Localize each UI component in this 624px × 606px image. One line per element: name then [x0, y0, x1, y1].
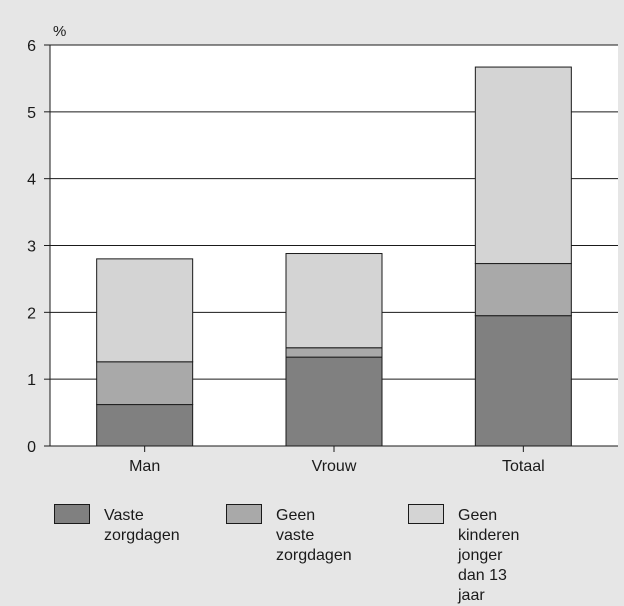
legend-label-geen-vaste-zorgdagen: Geen vaste zorgdagen [276, 507, 352, 564]
chart-area: 0 1 2 3 4 5 6 Man Vrouw Totaal % Vaste zorgdagen … [0, 23, 624, 604]
x-tick-label-totaal: Totaal [502, 458, 545, 475]
y-tick-label-2: 2 [27, 305, 36, 322]
bar-man-series-1 [96, 361, 194, 406]
legend-swatch-geen-kinderen [408, 504, 444, 524]
bars [96, 66, 572, 447]
legend: Vaste zorgdagen Geen vaste zorgdagen Gee… [0, 496, 624, 604]
legend-label-vaste-zorgdagen: Vaste zorgdagen [104, 507, 180, 544]
y-tick-label-0: 0 [27, 439, 36, 456]
x-tick-label-man: Man [129, 458, 160, 475]
axes: 0 1 2 3 4 5 6 Man Vrouw Totaal [27, 38, 618, 475]
bar-vrouw-series-2 [285, 253, 383, 349]
y-axis-label: % [53, 23, 66, 40]
legend-swatch-vaste-zorgdagen [54, 504, 90, 524]
y-tick-label-6: 6 [27, 38, 36, 55]
bar-vrouw-series-0 [285, 356, 383, 447]
x-tick-label-vrouw: Vrouw [312, 458, 357, 475]
legend-swatch-geen-vaste-zorgdagen [226, 504, 262, 524]
y-tick-label-1: 1 [27, 372, 36, 389]
legend-label-geen-kinderen: Geen kinderen jonger dan 13 jaar [458, 507, 520, 604]
bar-totaal-series-2 [474, 66, 572, 265]
bar-man-series-2 [96, 258, 194, 363]
stacked-bar-chart: 0 1 2 3 4 5 6 Man Vrouw Totaal % [27, 23, 618, 475]
y-tick-label-4: 4 [27, 172, 36, 189]
y-tick-label-5: 5 [27, 105, 36, 122]
y-tick-label-3: 3 [27, 239, 36, 256]
bar-totaal-series-0 [474, 315, 572, 447]
bar-totaal-series-1 [474, 263, 572, 317]
bar-vrouw-series-1 [285, 347, 383, 358]
bar-man-series-0 [96, 404, 194, 447]
